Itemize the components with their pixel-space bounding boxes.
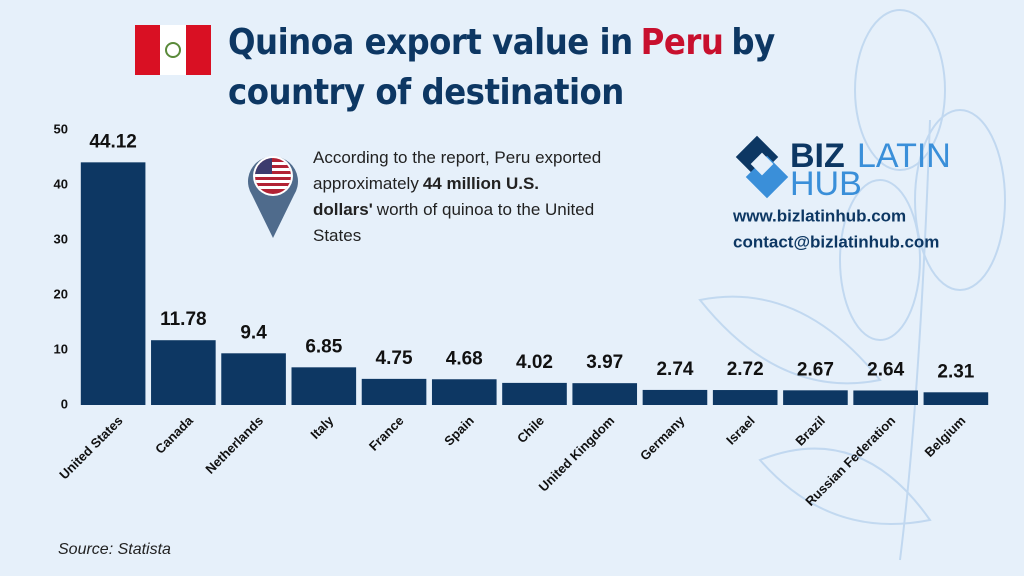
value-label: 11.78 (160, 309, 207, 330)
y-tick-label: 50 (54, 121, 68, 136)
bar (572, 383, 638, 405)
value-label: 3.97 (586, 352, 623, 373)
bar (712, 390, 778, 405)
y-tick-label: 40 (54, 176, 68, 191)
bar (361, 378, 427, 405)
bar (431, 379, 497, 405)
source: Source: Statista (58, 541, 171, 558)
value-label: 2.72 (727, 359, 764, 380)
value-label: 2.74 (656, 359, 693, 380)
y-tick-label: 0 (61, 396, 68, 411)
x-tick-label: Spain (441, 413, 477, 449)
x-tick-label: Belgium (922, 413, 969, 460)
value-label: 9.4 (240, 322, 267, 343)
annotation-bold: 44 million U.S. dollars' (313, 174, 540, 219)
decoration (698, 9, 1006, 561)
logo-biz: BIZ (790, 137, 845, 175)
x-tick-label: Netherlands (202, 413, 266, 477)
bar (853, 390, 918, 405)
annotation: According to the report, Peru exported a… (313, 145, 603, 249)
website: www.bizlatinhub.com (732, 206, 906, 225)
value-label: 4.68 (446, 348, 483, 369)
x-tick-label: Germany (637, 412, 688, 463)
x-tick-label: United Kingdom (536, 413, 618, 495)
logo-icon (735, 135, 789, 199)
bar (642, 389, 708, 405)
x-tick-label: United States (56, 413, 125, 482)
value-label: 6.85 (305, 336, 342, 357)
logo-latin: LATIN (857, 137, 951, 175)
x-tick-label: France (366, 413, 407, 454)
flag (135, 25, 211, 75)
x-tick-label: Brazil (792, 413, 828, 449)
bar (923, 392, 989, 405)
title-lead: Quinoa export value in (228, 22, 633, 63)
value-label: 44.12 (89, 131, 137, 152)
x-tick-label: Chile (514, 413, 547, 446)
pin-icon (248, 156, 298, 238)
x-tick-label: Canada (152, 412, 196, 456)
y-tick-label: 10 (54, 341, 68, 356)
email: contact@bizlatinhub.com (733, 232, 939, 251)
logo-hub: HUB (790, 165, 862, 203)
value-label: 4.02 (516, 352, 553, 373)
annotation-lead: According to the report, Peru exported a… (313, 148, 602, 193)
value-label: 2.67 (797, 359, 834, 380)
title-tail: by country of destination (228, 22, 775, 113)
bar (291, 367, 357, 405)
x-tick-label: Italy (307, 412, 337, 442)
y-tick-label: 20 (54, 286, 68, 301)
bar (783, 390, 848, 405)
title-highlight: Peru (640, 22, 724, 63)
y-tick-label: 30 (54, 231, 68, 246)
annotation-tail: worth of quinoa to the United States (313, 200, 595, 245)
bar (221, 353, 286, 405)
bar (80, 162, 146, 405)
chart-title: Quinoa export value in Peru by country of … (228, 18, 868, 118)
value-label: 2.31 (937, 361, 974, 382)
bar (502, 382, 567, 405)
value-label: 4.75 (376, 348, 413, 369)
bar (151, 340, 216, 405)
value-label: 2.64 (867, 359, 904, 380)
x-tick-label: Israel (723, 413, 758, 448)
